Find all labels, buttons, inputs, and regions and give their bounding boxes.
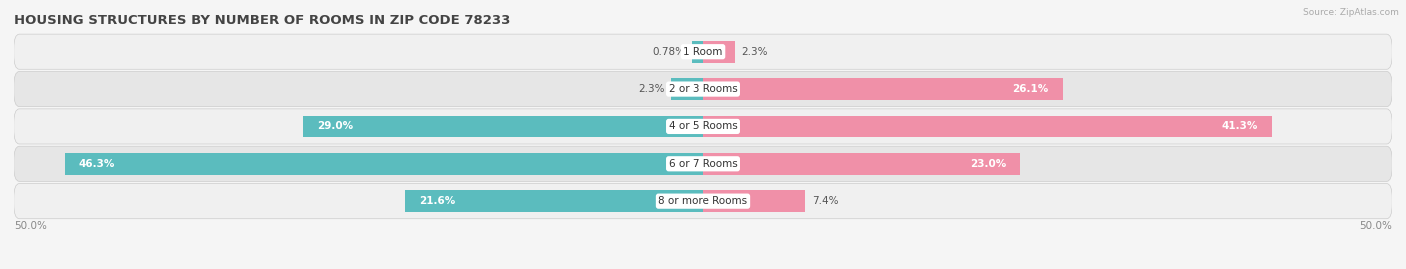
Text: 2.3%: 2.3% [741, 47, 768, 57]
Bar [671, 78, 703, 100]
Text: 2.3%: 2.3% [638, 84, 665, 94]
Bar [703, 41, 735, 62]
Legend: Owner-occupied, Renter-occupied: Owner-occupied, Renter-occupied [593, 268, 813, 269]
Bar [65, 153, 703, 175]
Text: 23.0%: 23.0% [970, 159, 1007, 169]
Bar [692, 41, 703, 62]
Text: 50.0%: 50.0% [14, 221, 46, 231]
Bar [703, 116, 1272, 137]
Text: 26.1%: 26.1% [1012, 84, 1049, 94]
Text: 50.0%: 50.0% [1360, 221, 1392, 231]
Text: 1 Room: 1 Room [683, 47, 723, 57]
FancyBboxPatch shape [14, 146, 1392, 181]
Bar [703, 153, 1019, 175]
FancyBboxPatch shape [14, 183, 1392, 219]
Bar [703, 78, 1063, 100]
FancyBboxPatch shape [14, 72, 1392, 107]
Text: 46.3%: 46.3% [79, 159, 115, 169]
FancyBboxPatch shape [14, 34, 1392, 69]
Text: Source: ZipAtlas.com: Source: ZipAtlas.com [1303, 8, 1399, 17]
Text: 21.6%: 21.6% [419, 196, 456, 206]
Text: 2 or 3 Rooms: 2 or 3 Rooms [669, 84, 737, 94]
Bar [405, 190, 703, 212]
Text: 29.0%: 29.0% [318, 121, 353, 132]
Text: 0.78%: 0.78% [652, 47, 685, 57]
Text: 41.3%: 41.3% [1222, 121, 1258, 132]
FancyBboxPatch shape [14, 109, 1392, 144]
Text: 7.4%: 7.4% [811, 196, 838, 206]
Bar [703, 190, 806, 212]
Text: HOUSING STRUCTURES BY NUMBER OF ROOMS IN ZIP CODE 78233: HOUSING STRUCTURES BY NUMBER OF ROOMS IN… [14, 14, 510, 27]
Text: 4 or 5 Rooms: 4 or 5 Rooms [669, 121, 737, 132]
Text: 8 or more Rooms: 8 or more Rooms [658, 196, 748, 206]
Text: 6 or 7 Rooms: 6 or 7 Rooms [669, 159, 737, 169]
Bar [304, 116, 703, 137]
